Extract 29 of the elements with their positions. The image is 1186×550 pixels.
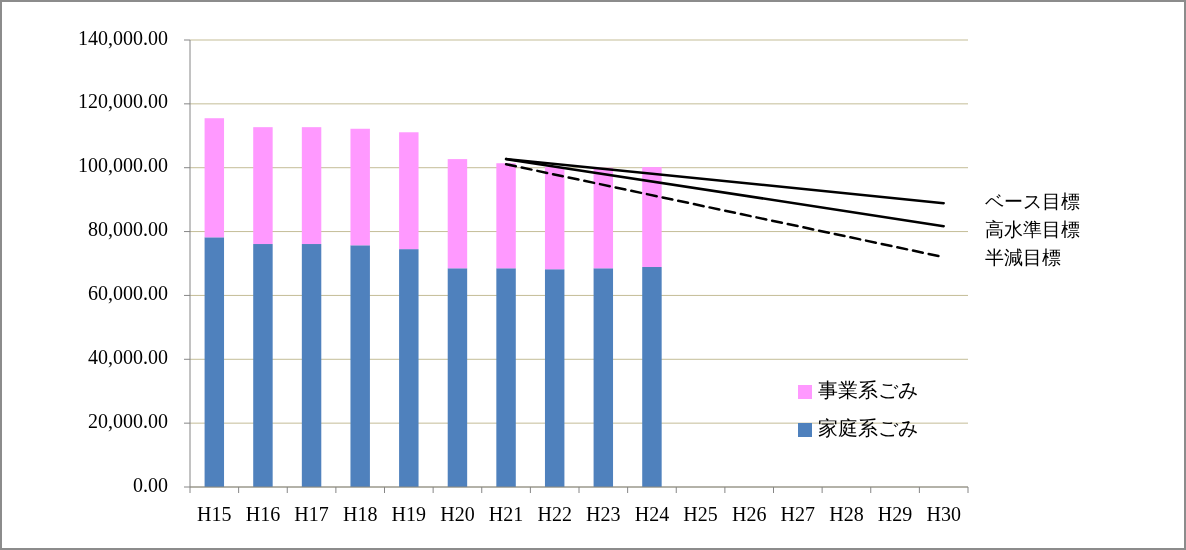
y-tick-label: 40,000.00 — [88, 345, 168, 368]
y-tick-label: 20,000.00 — [88, 409, 168, 432]
text: 高水準目標 — [985, 218, 1080, 240]
text: 半減目標 — [985, 246, 1061, 268]
x-tick-label: H24 — [634, 503, 670, 525]
x-tick-label: H27 — [780, 503, 816, 525]
text: ベース目標 — [985, 190, 1080, 212]
y-tick-label: 120,000.00 — [78, 90, 168, 113]
x-tick-label: H28 — [829, 503, 864, 525]
x-tick-label: H20 — [440, 503, 475, 525]
y-tick-label: 100,000.00 — [78, 154, 168, 177]
legend-label: 家庭系ごみ — [818, 416, 918, 439]
x-tick-label: H26 — [731, 503, 767, 525]
x-tick-label: H29 — [877, 503, 913, 525]
x-tick-label: H18 — [342, 503, 378, 525]
x-tick-label: H17 — [294, 503, 329, 525]
y-tick-label: 80,000.00 — [88, 218, 168, 241]
x-tick-label: H21 — [488, 503, 524, 525]
x-tick-label: H23 — [586, 503, 621, 525]
x-tick-label: H25 — [683, 503, 718, 525]
y-tick-label: 60,000.00 — [88, 282, 168, 305]
x-tick-label: H19 — [391, 503, 427, 525]
legend-label: 事業系ごみ — [818, 378, 918, 401]
y-tick-label: 0.00 — [133, 473, 168, 496]
y-tick-label: 140,000.00 — [78, 26, 168, 49]
x-tick-label: H30 — [926, 503, 961, 525]
x-tick-label: H22 — [537, 503, 572, 525]
x-tick-label: H16 — [245, 503, 281, 525]
x-tick-label: H15 — [197, 503, 232, 525]
